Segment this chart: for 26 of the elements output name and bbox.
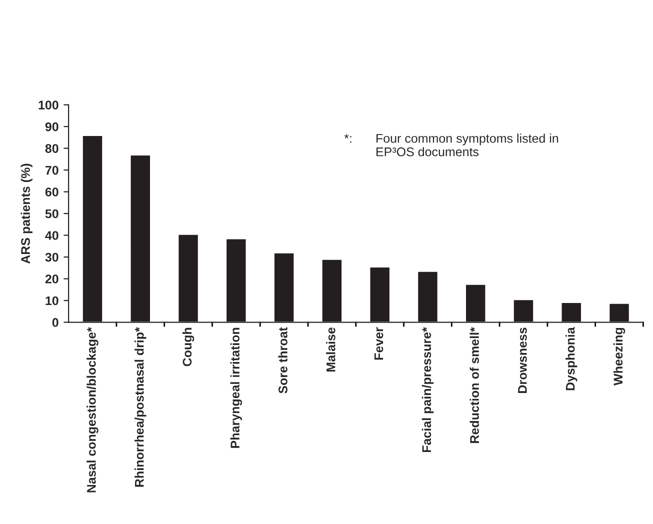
x-tick-label: Dysphonia (566, 327, 578, 390)
y-tick-label: 90 (45, 122, 58, 132)
y-tick-label: 80 (45, 144, 58, 153)
x-tick-label: Rhinorrhea/postnasal drip* (134, 327, 146, 487)
y-tick-label: 60 (45, 188, 58, 196)
x-tick-label: Sore throat (278, 327, 288, 394)
annotation: Four common symptoms listed in EP³OS documents (376, 134, 558, 156)
x-tick-label: Wheezing (613, 328, 626, 386)
x-tick-label: Pharyngeal irritation (230, 328, 242, 448)
x-tick-label: Reduction of smell* (470, 327, 479, 443)
x-tick-label: Facial pain/pressure* (422, 327, 434, 452)
y-tick-label: 0 (52, 318, 58, 327)
x-tick-label: Malaise (326, 328, 336, 372)
y-tick-label: 100 (38, 100, 58, 110)
x-tick-label: Nasal congestion/blockage* (86, 327, 98, 492)
y-tick-label: 30 (45, 252, 58, 262)
annotation: *: (344, 134, 352, 143)
y-axis-title: ARS patients (%) (20, 164, 32, 264)
y-tick-label: 20 (45, 274, 58, 284)
y-tick-label: 10 (46, 296, 58, 306)
x-tick-label: Drowsness (518, 328, 527, 393)
x-tick-label: Fever (374, 327, 384, 360)
y-tick-label: 40 (45, 231, 58, 240)
y-tick-label: 50 (45, 209, 58, 218)
x-tick-label: Cough (182, 328, 194, 366)
y-tick-label: 70 (45, 166, 58, 175)
